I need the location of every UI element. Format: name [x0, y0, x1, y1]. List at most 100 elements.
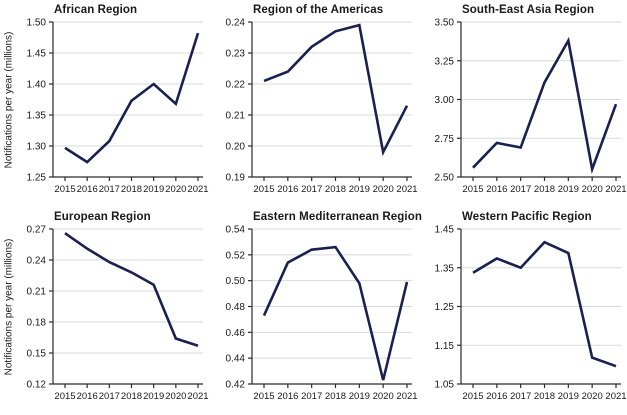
x-tick-label: 2016	[486, 184, 507, 195]
x-tick-label: 2020	[165, 184, 186, 195]
y-tick-label: 0.12	[27, 380, 47, 391]
x-tick-label: 2015	[54, 184, 75, 195]
x-tick-label: 2015	[253, 391, 274, 402]
chart-plot-area: 1.05 1.15 1.25 1.35 1.45 2015 2016 2017 2018 2019…	[435, 225, 627, 403]
line-chart-eastern-mediterranean-region: Eastern Mediterranean Region 0.42 0.44 0.4…	[209, 207, 422, 414]
y-tick-label: 0.27	[27, 225, 47, 236]
x-tick-label: 2018	[534, 391, 555, 402]
x-tick-label: 2017	[301, 391, 322, 402]
x-tick-label: 2019	[349, 391, 370, 402]
y-tick-label: 0.54	[226, 225, 246, 236]
chart-plot-area: 0.19 0.20 0.21 0.22 0.23 0.24 2015 2016 2017 2018…	[226, 18, 418, 196]
data-line	[64, 32, 200, 164]
y-tick-label: 1.25	[27, 173, 47, 184]
y-tick-label: 1.40	[27, 80, 47, 91]
y-tick-label: 1.50	[27, 18, 47, 29]
x-tick-label: 2016	[77, 391, 98, 402]
x-tick-label: 2020	[373, 184, 394, 195]
y-tick-label: 0.19	[226, 173, 246, 184]
x-tick-label: 2015	[462, 391, 483, 402]
x-tick-label: 2016	[277, 391, 298, 402]
x-tick-label: 2020	[582, 184, 603, 195]
x-tick-label: 2018	[325, 184, 346, 195]
line-chart-african-region: Notifications per year (millions) Africa…	[0, 0, 209, 207]
y-tick-label: 3.25	[435, 56, 455, 67]
x-tick-label: 2021	[396, 184, 417, 195]
y-tick-label: 0.24	[226, 18, 246, 29]
chart-title: Western Pacific Region	[462, 211, 592, 223]
chart-plot-area: 1.25 1.30 1.35 1.40 1.45 1.50 2015 2016 2017 2018…	[27, 18, 209, 196]
chart-title: African Region	[54, 4, 138, 16]
x-tick-label: 2017	[99, 391, 120, 402]
x-tick-label: 2018	[325, 391, 346, 402]
line-chart-south-east-asia-region: South-East Asia Region 2.50 2.75 3.00 3.25 3…	[418, 0, 627, 207]
y-tick-label: 2.75	[435, 134, 455, 145]
y-tick-label: 1.15	[435, 341, 455, 352]
x-tick-label: 2019	[558, 391, 579, 402]
y-tick-label: 0.15	[27, 349, 47, 360]
chart-title: European Region	[54, 211, 151, 223]
x-tick-label: 2018	[121, 391, 142, 402]
y-tick-label: 1.45	[27, 49, 47, 60]
y-tick-label: 0.52	[226, 250, 246, 261]
x-tick-label: 2015	[253, 184, 274, 195]
chart-plot-area: 0.42 0.44 0.46 0.48 0.50 0.52 0.54 2015 2016 2017…	[226, 225, 418, 403]
x-tick-label: 2021	[187, 184, 208, 195]
x-tick-label: 2019	[558, 184, 579, 195]
y-tick-label: 1.35	[27, 111, 47, 122]
x-tick-label: 2019	[143, 391, 164, 402]
line-chart-western-pacific-region: Western Pacific Region 1.05 1.15 1.25 1.35 1…	[418, 207, 627, 414]
line-chart-european-region: Notifications per year (millions) Europe…	[0, 207, 209, 414]
y-tick-label: 0.21	[27, 287, 47, 298]
x-tick-label: 2016	[77, 184, 98, 195]
x-tick-label: 2021	[396, 391, 417, 402]
x-tick-label: 2018	[534, 184, 555, 195]
y-tick-label: 1.45	[435, 225, 455, 236]
x-tick-label: 2017	[510, 184, 531, 195]
y-tick-label: 0.20	[226, 142, 246, 153]
data-line	[262, 245, 409, 381]
x-tick-label: 2021	[187, 391, 208, 402]
data-line	[472, 240, 617, 368]
y-tick-label: 3.00	[435, 95, 455, 106]
y-tick-label: 0.24	[27, 256, 47, 267]
chart-plot-area: 2.50 2.75 3.00 3.25 3.50 2015 2016 2017 2018 2019…	[435, 18, 627, 196]
x-tick-label: 2017	[99, 184, 120, 195]
x-tick-label: 2017	[301, 184, 322, 195]
y-tick-label: 0.21	[226, 111, 246, 122]
y-tick-label: 0.44	[226, 354, 246, 365]
y-tick-label: 0.42	[226, 380, 246, 391]
data-line	[472, 36, 618, 175]
x-tick-label: 2016	[277, 184, 298, 195]
x-tick-label: 2020	[165, 391, 186, 402]
x-tick-label: 2021	[605, 184, 626, 195]
x-tick-label: 2020	[582, 391, 603, 402]
x-tick-label: 2020	[373, 391, 394, 402]
y-tick-label: 1.35	[435, 263, 455, 274]
chart-plot-area: 0.12 0.15 0.18 0.21 0.24 0.27 2015 2016 2017 2018…	[27, 225, 209, 403]
data-line	[64, 232, 199, 348]
y-tick-label: 3.50	[435, 18, 455, 29]
y-tick-label: 2.50	[435, 173, 455, 184]
y-tick-label: 0.23	[226, 49, 246, 60]
x-tick-label: 2016	[486, 391, 507, 402]
y-tick-label: 0.48	[226, 302, 246, 313]
x-tick-label: 2017	[510, 391, 531, 402]
line-chart-region-of-the-americas: Region of the Americas 0.19 0.20 0.21 0.22 0…	[209, 0, 418, 207]
x-tick-label: 2018	[121, 184, 142, 195]
chart-title: Region of the Americas	[253, 4, 384, 16]
data-line	[263, 23, 409, 157]
y-tick-label: 1.25	[435, 302, 455, 313]
y-tick-label: 0.22	[226, 80, 246, 91]
y-tick-label: 1.05	[435, 380, 455, 391]
x-tick-label: 2021	[605, 391, 626, 402]
x-tick-label: 2015	[54, 391, 75, 402]
x-tick-label: 2019	[349, 184, 370, 195]
x-tick-label: 2019	[143, 184, 164, 195]
x-tick-label: 2015	[462, 184, 483, 195]
chart-title: South-East Asia Region	[462, 4, 595, 16]
y-tick-label: 0.46	[226, 328, 246, 339]
y-tick-label: 0.18	[27, 318, 47, 329]
